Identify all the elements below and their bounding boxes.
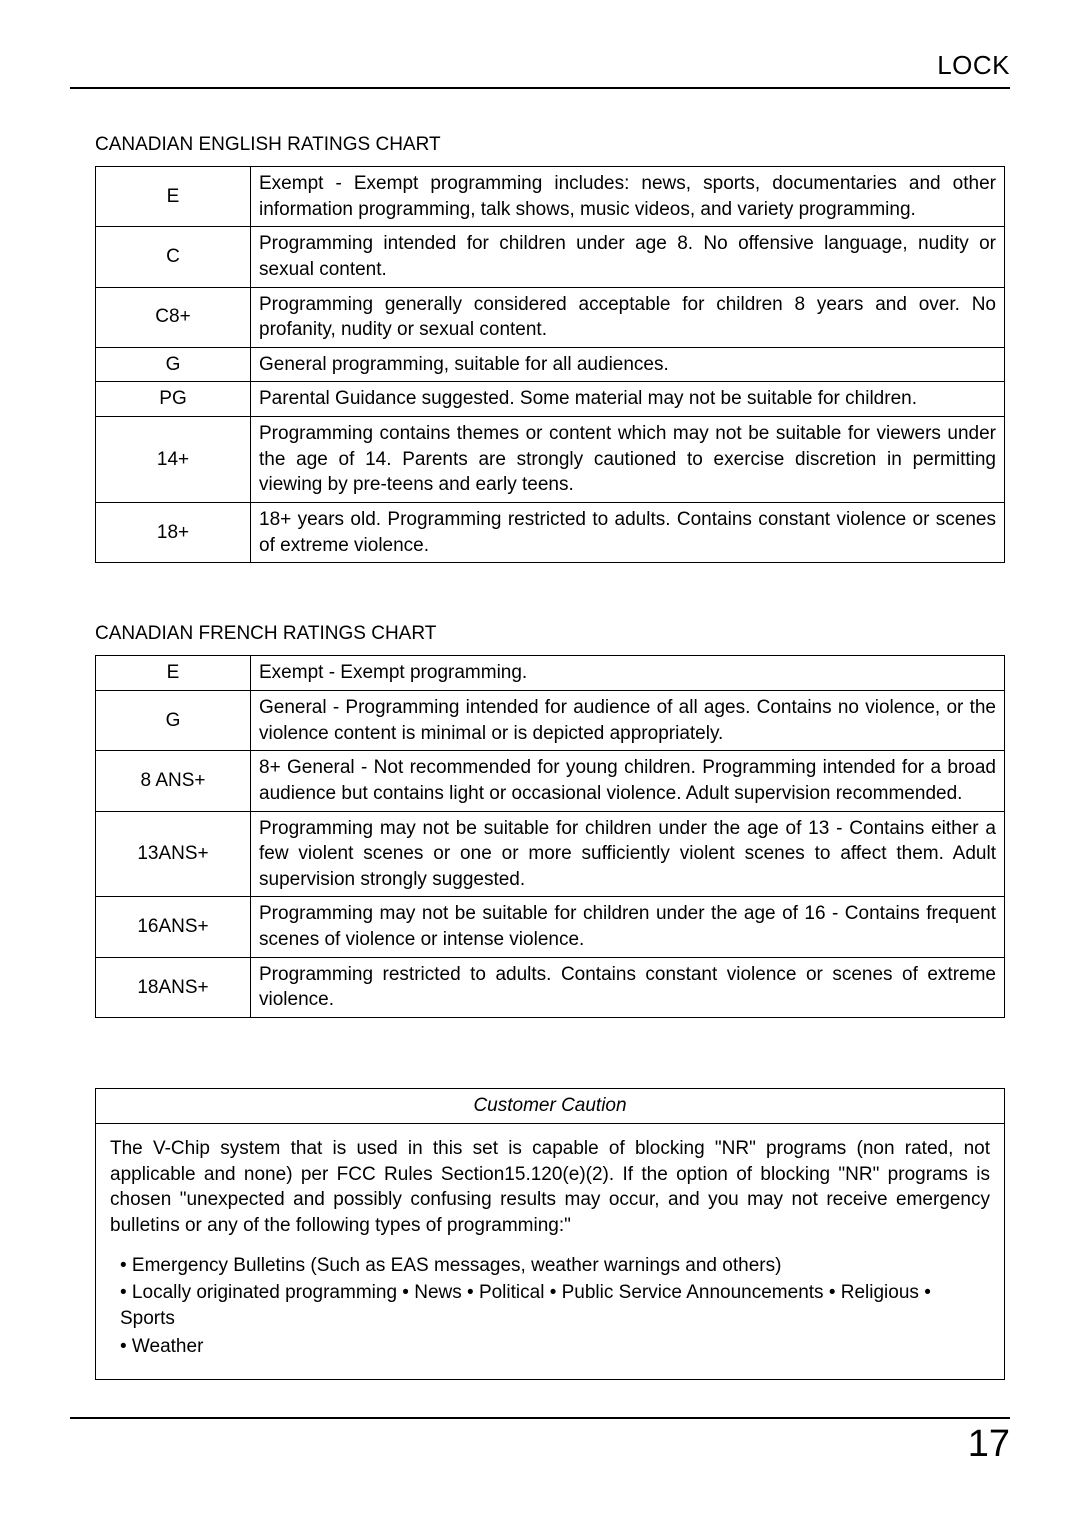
page-footer: 17	[70, 1417, 1010, 1466]
rating-code-cell: PG	[96, 382, 251, 417]
table-row: CProgramming intended for children under…	[96, 227, 1005, 287]
rating-code-cell: 18+	[96, 503, 251, 563]
table-row: 8 ANS+8+ General - Not recommended for y…	[96, 751, 1005, 811]
rating-desc-cell: Programming contains themes or content w…	[251, 417, 1005, 503]
rating-desc-cell: Programming may not be suitable for chil…	[251, 811, 1005, 897]
rating-desc-cell: Programming may not be suitable for chil…	[251, 897, 1005, 957]
rating-code-cell: G	[96, 347, 251, 382]
table-row: GGeneral programming, suitable for all a…	[96, 347, 1005, 382]
table-row: C8+Programming generally considered acce…	[96, 287, 1005, 347]
caution-bullet-line: • Locally originated programming • News …	[120, 1280, 990, 1331]
table-row: PGParental Guidance suggested. Some mate…	[96, 382, 1005, 417]
english-chart-title: CANADIAN ENGLISH RATINGS CHART	[95, 134, 1010, 156]
table-row: 13ANS+Programming may not be suitable fo…	[96, 811, 1005, 897]
rating-code-cell: E	[96, 167, 251, 227]
caution-body: The V-Chip system that is used in this s…	[96, 1124, 1004, 1379]
rating-desc-cell: Programming intended for children under …	[251, 227, 1005, 287]
rating-code-cell: 13ANS+	[96, 811, 251, 897]
table-row: EExempt - Exempt programming.	[96, 656, 1005, 691]
rating-desc-cell: General programming, suitable for all au…	[251, 347, 1005, 382]
caution-bullet-line: • Emergency Bulletins (Such as EAS messa…	[120, 1253, 990, 1279]
page-number: 17	[968, 1423, 1010, 1466]
caution-bullets: • Emergency Bulletins (Such as EAS messa…	[120, 1253, 990, 1360]
table-row: EExempt - Exempt programming includes: n…	[96, 167, 1005, 227]
french-chart-title: CANADIAN FRENCH RATINGS CHART	[95, 623, 1010, 645]
rating-code-cell: E	[96, 656, 251, 691]
rating-code-cell: 16ANS+	[96, 897, 251, 957]
caution-bullet-line: • Weather	[120, 1334, 990, 1360]
english-ratings-table: EExempt - Exempt programming includes: n…	[95, 166, 1005, 563]
rating-code-cell: C	[96, 227, 251, 287]
rating-desc-cell: Parental Guidance suggested. Some materi…	[251, 382, 1005, 417]
header-title: LOCK	[937, 50, 1010, 81]
rating-code-cell: G	[96, 690, 251, 750]
rating-code-cell: 14+	[96, 417, 251, 503]
customer-caution-box: Customer Caution The V-Chip system that …	[95, 1088, 1005, 1380]
rating-desc-cell: 18+ years old. Programming restricted to…	[251, 503, 1005, 563]
rating-code-cell: 18ANS+	[96, 957, 251, 1017]
table-row: 18ANS+Programming restricted to adults. …	[96, 957, 1005, 1017]
table-row: 16ANS+Programming may not be suitable fo…	[96, 897, 1005, 957]
rating-desc-cell: Exempt - Exempt programming includes: ne…	[251, 167, 1005, 227]
caution-paragraph: The V-Chip system that is used in this s…	[110, 1136, 990, 1239]
caution-title: Customer Caution	[96, 1089, 1004, 1124]
table-row: 18+18+ years old. Programming restricted…	[96, 503, 1005, 563]
rating-code-cell: C8+	[96, 287, 251, 347]
rating-desc-cell: Programming restricted to adults. Contai…	[251, 957, 1005, 1017]
table-row: GGeneral - Programming intended for audi…	[96, 690, 1005, 750]
page-header: LOCK	[70, 50, 1010, 89]
table-row: 14+Programming contains themes or conten…	[96, 417, 1005, 503]
rating-desc-cell: General - Programming intended for audie…	[251, 690, 1005, 750]
rating-desc-cell: 8+ General - Not recommended for young c…	[251, 751, 1005, 811]
french-ratings-table: EExempt - Exempt programming.GGeneral - …	[95, 655, 1005, 1018]
rating-desc-cell: Exempt - Exempt programming.	[251, 656, 1005, 691]
rating-code-cell: 8 ANS+	[96, 751, 251, 811]
rating-desc-cell: Programming generally considered accepta…	[251, 287, 1005, 347]
